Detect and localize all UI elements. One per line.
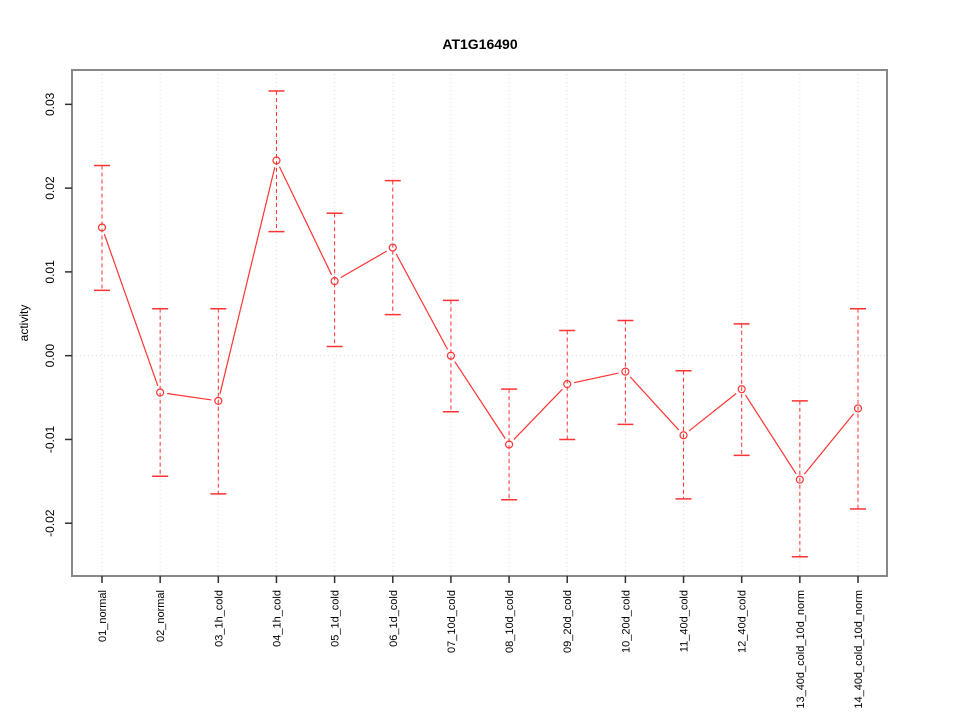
data-point-marker (388, 243, 397, 252)
connector-line (688, 393, 737, 432)
connector-line (395, 253, 449, 350)
chart-title: AT1G16490 (442, 36, 517, 52)
plot-area: 0.03 0.02 0.01 0.00 -0.01 -0.02 01_normal 02_no… (43, 69, 888, 709)
x-tick-label: 05_1d_cold (330, 590, 342, 647)
connector-line (454, 361, 506, 439)
data-point-marker (330, 277, 339, 286)
connector-line (573, 372, 619, 384)
connector-line (744, 394, 797, 475)
y-tick-label: 0.01 (43, 260, 57, 284)
data-point-marker (737, 385, 746, 394)
x-tick-label: 09_20d_cold (562, 590, 574, 653)
data-point-marker (679, 431, 688, 440)
connector-line (629, 376, 680, 431)
plot-frame (71, 69, 888, 577)
y-tick-label: -0.02 (43, 509, 57, 537)
y-tick-label: 0.02 (43, 176, 57, 200)
connector-line (219, 167, 276, 395)
data-point-marker (446, 351, 456, 360)
x-tick-label: 02_normal (155, 590, 167, 642)
connector-line (278, 166, 333, 276)
connector-line (513, 388, 563, 440)
data-point-marker (214, 396, 223, 406)
data-point-marker (621, 367, 630, 376)
x-tick-label: 01_normal (97, 590, 109, 642)
x-tick-label: 08_10d_cold (504, 590, 516, 653)
x-tick-label: 07_10d_cold (446, 590, 458, 653)
x-tick-label: 10_20d_cold (620, 590, 632, 653)
data-point-marker (272, 156, 281, 165)
x-tick-label: 14_40d_cold_10d_norm (853, 590, 865, 709)
x-tick-label: 11_40d_cold (679, 590, 691, 652)
y-tick-label: -0.01 (43, 425, 57, 453)
data-point-marker (795, 475, 804, 484)
data-point-marker (156, 388, 165, 397)
y-axis-title: activity (17, 305, 31, 342)
connector-line (803, 413, 855, 475)
data-point-marker (97, 223, 107, 232)
connector-line (166, 392, 212, 401)
y-tick-label: 0.00 (43, 344, 57, 368)
data-point-marker (853, 404, 863, 413)
connector-line (103, 233, 159, 387)
x-tick-label: 03_1h_cold (213, 590, 225, 647)
x-tick-label: 13_40d_cold_10d_norm (795, 590, 807, 709)
data-point-marker (563, 380, 572, 389)
x-tick-label: 12_40d_cold (737, 590, 749, 653)
data-point-marker (504, 440, 514, 449)
x-tick-label: 06_1d_cold (388, 590, 400, 647)
y-tick-label: 0.03 (43, 92, 57, 116)
x-tick-label: 04_1h_cold (271, 590, 283, 647)
connector-line (340, 250, 388, 279)
